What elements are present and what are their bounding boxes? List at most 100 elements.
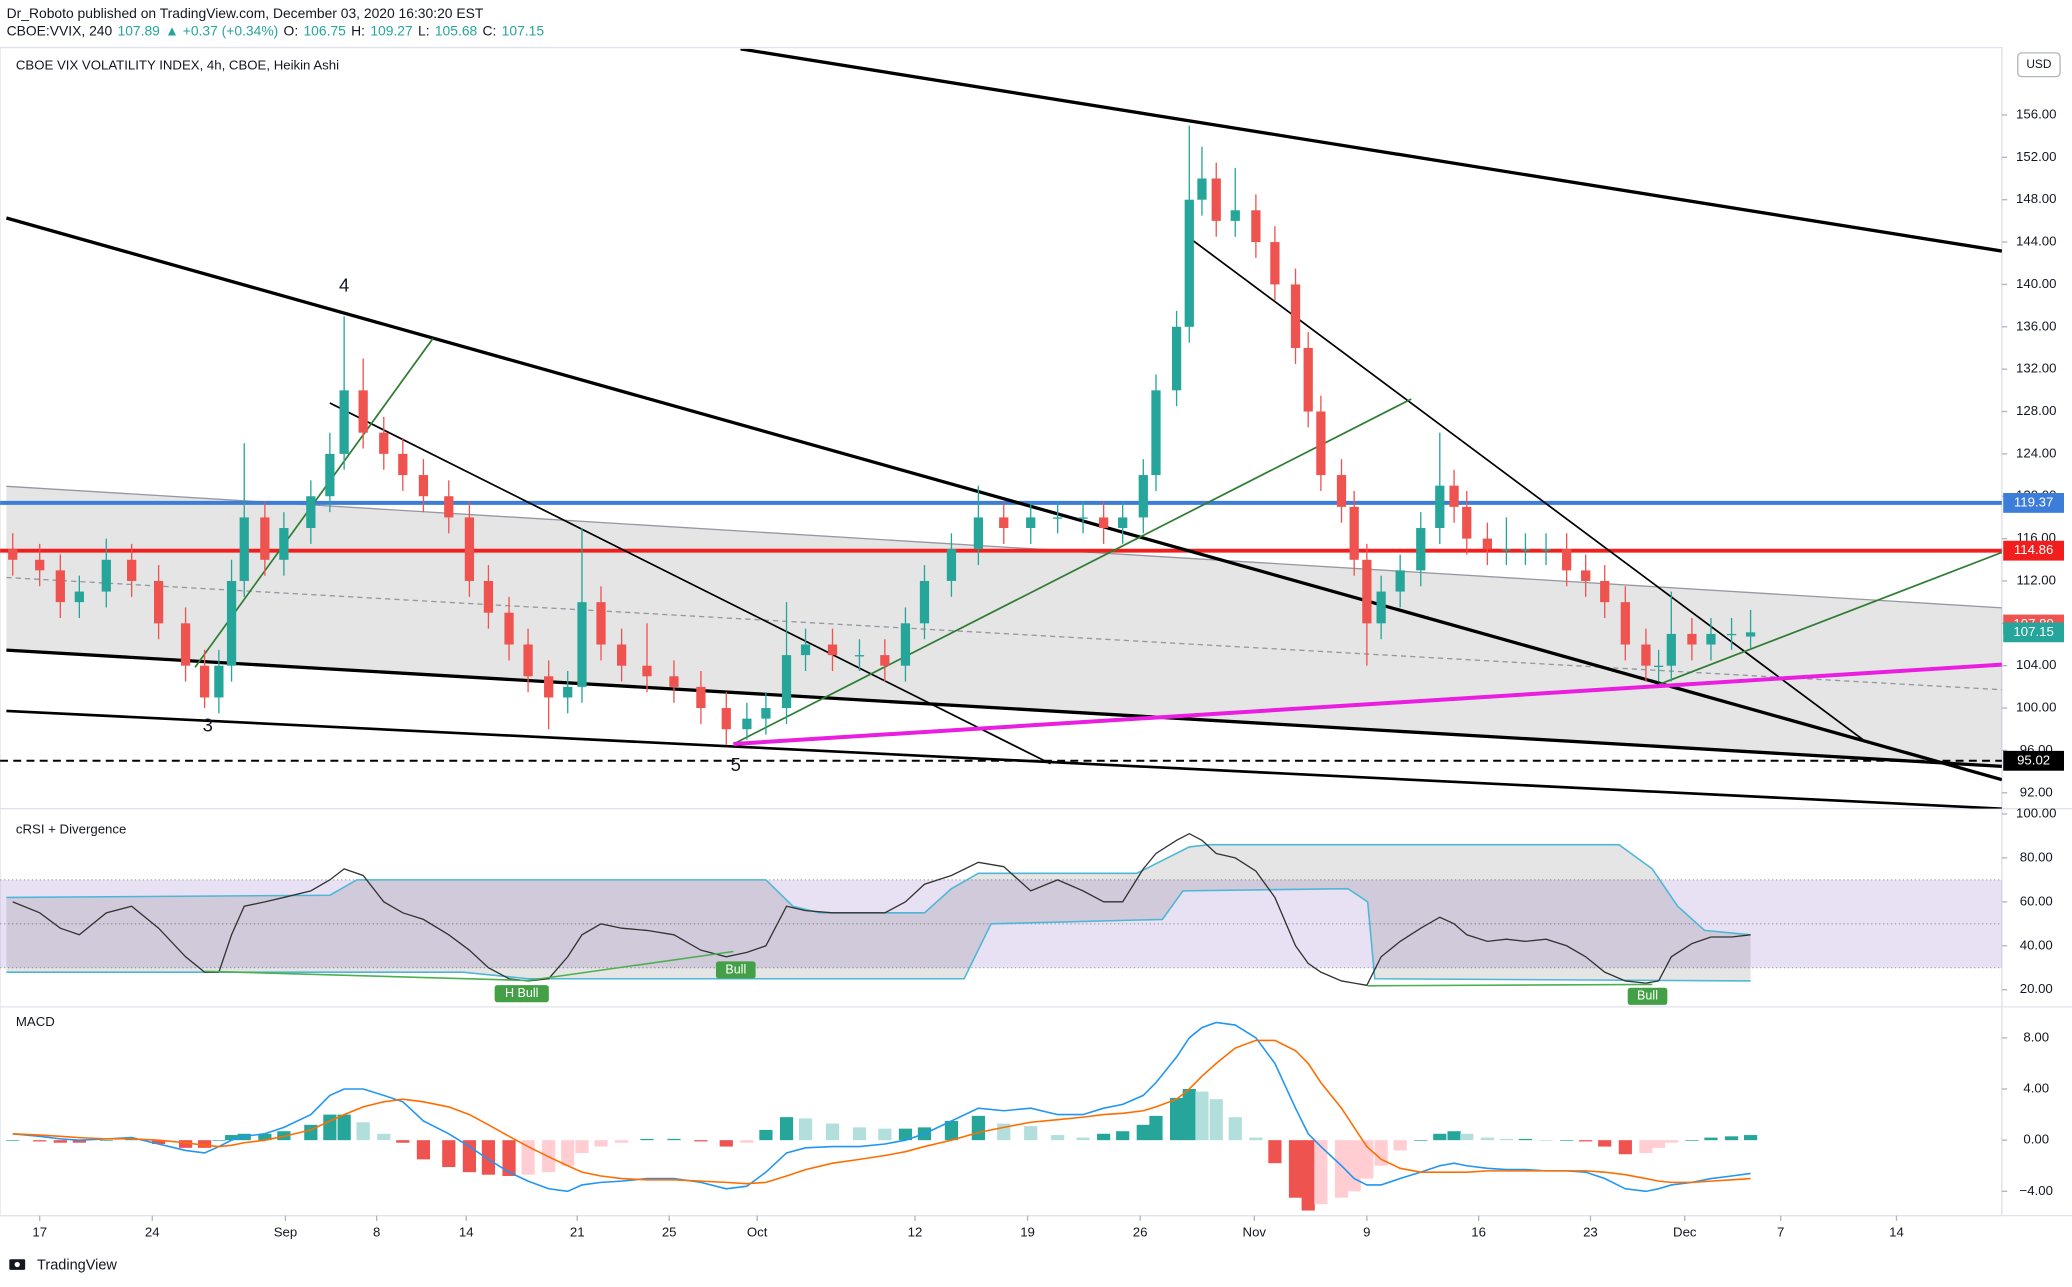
candle-body (504, 612, 514, 645)
candle-body (74, 591, 84, 603)
y-tick-label: 0.00 (2023, 1132, 2049, 1147)
histogram-bar (1024, 1126, 1038, 1141)
candle-body (973, 517, 984, 550)
candle-body (1449, 485, 1459, 507)
candle-body (1303, 347, 1313, 412)
candle-body (1562, 549, 1572, 571)
candle-body (642, 665, 652, 677)
histogram-bar (1618, 1140, 1632, 1155)
divergence-tag (1627, 987, 1668, 1005)
crsi-line (12, 832, 1751, 987)
y-tick-label: 40.00 (2020, 937, 2053, 952)
candle-body (1316, 411, 1326, 476)
x-tick-label: 16 (1471, 1224, 1486, 1239)
histogram-bar (1447, 1131, 1461, 1141)
price-label: 114.86 (2014, 542, 2053, 557)
header-part: ▲ +0.37 (+0.34%) (165, 22, 278, 38)
x-tick-label: 24 (145, 1224, 160, 1239)
histogram-bar (1539, 1140, 1553, 1141)
histogram-bar (396, 1140, 410, 1143)
candle-body (153, 580, 164, 624)
trend-line (1658, 551, 2002, 686)
candle-body (946, 549, 957, 581)
candle-body (854, 655, 865, 657)
y-tick-label: 124.00 (2016, 445, 2056, 460)
candle-body (1197, 178, 1207, 200)
y-tick-label: 112.00 (2017, 572, 2056, 587)
y-tick-label: 8.00 (2023, 1029, 2049, 1044)
candle-body (1620, 602, 1630, 645)
histogram-bar (1097, 1133, 1111, 1141)
histogram-bar (615, 1140, 629, 1143)
header-part: 107.89 (117, 22, 160, 38)
candle-body (900, 623, 911, 666)
candle-body (1151, 390, 1161, 476)
candle-body (1078, 517, 1088, 519)
candle-body (1118, 517, 1128, 529)
histogram-bar (1460, 1133, 1474, 1141)
trend-line (329, 402, 1051, 765)
x-tick-label: 26 (1133, 1224, 1148, 1239)
macd-pane (6, 1021, 1758, 1211)
y-tick-label: 92.00 (2020, 784, 2053, 799)
channel-upper (6, 485, 2002, 609)
candle-body (1641, 644, 1651, 666)
candle-body (1416, 528, 1426, 571)
histogram-bar (152, 1140, 166, 1145)
candle-body (239, 517, 249, 581)
currency-box[interactable] (2017, 52, 2061, 78)
upper-band (6, 843, 1751, 936)
x-tick-label: 9 (1363, 1224, 1370, 1239)
signal-line (12, 1039, 1751, 1185)
histogram-bar (1051, 1135, 1065, 1141)
y-tick-label: 128.00 (2016, 403, 2056, 418)
header-part: H: (351, 22, 365, 38)
wave-label: 4 (339, 275, 349, 296)
y-tick-label: 4.00 (2023, 1080, 2049, 1095)
footer-logo (9, 1259, 26, 1270)
candle-body (1482, 538, 1492, 550)
header-part: L: (418, 22, 430, 38)
candle-body (1053, 517, 1063, 519)
histogram-bar (1169, 1097, 1184, 1141)
y-tick-label: 20.00 (2020, 981, 2053, 996)
x-tick-label: 7 (1777, 1224, 1784, 1239)
candle-body (1520, 549, 1531, 551)
divergence-tag (715, 961, 756, 979)
y-tick-label: 152.00 (2016, 149, 2056, 164)
histogram-bar (416, 1140, 431, 1160)
histogram-bar (1347, 1140, 1361, 1192)
candle-body (444, 496, 454, 518)
candle-body (55, 570, 65, 603)
x-tick-label: 12 (908, 1224, 923, 1239)
candle-body (483, 580, 494, 613)
candle-body (199, 665, 210, 698)
candle-body (1336, 475, 1347, 507)
main-title: CBOE VIX VOLATILITY INDEX, 4h, CBOE, Hei… (16, 58, 339, 73)
candle-body (880, 655, 890, 666)
histogram-bar (377, 1133, 391, 1141)
candle-body (214, 665, 224, 698)
currency: USD (2026, 57, 2051, 71)
candle-body (761, 708, 771, 719)
x-tick-label: Sep (274, 1224, 298, 1239)
histogram-bar (640, 1138, 654, 1141)
candle-body (1230, 210, 1240, 221)
histogram-bar (1136, 1124, 1150, 1141)
candle-body (1462, 506, 1472, 539)
histogram-bar (667, 1138, 681, 1141)
y-tick-label: 100.00 (2016, 805, 2056, 820)
histogram-bar (1288, 1140, 1303, 1198)
channel-middle (6, 576, 2002, 691)
candle-body (1687, 633, 1697, 645)
y-tick-label: 60.00 (2020, 893, 2053, 908)
candle-body (800, 644, 811, 656)
histogram-bar (779, 1117, 794, 1141)
histogram-bar (481, 1140, 496, 1175)
y-tick-label: 136.00 (2016, 318, 2056, 333)
histogram-bar (1314, 1140, 1328, 1205)
x-tick-label: 19 (1020, 1224, 1035, 1239)
candle-body (1435, 485, 1445, 529)
x-tick-label: Dec (1673, 1224, 1697, 1239)
